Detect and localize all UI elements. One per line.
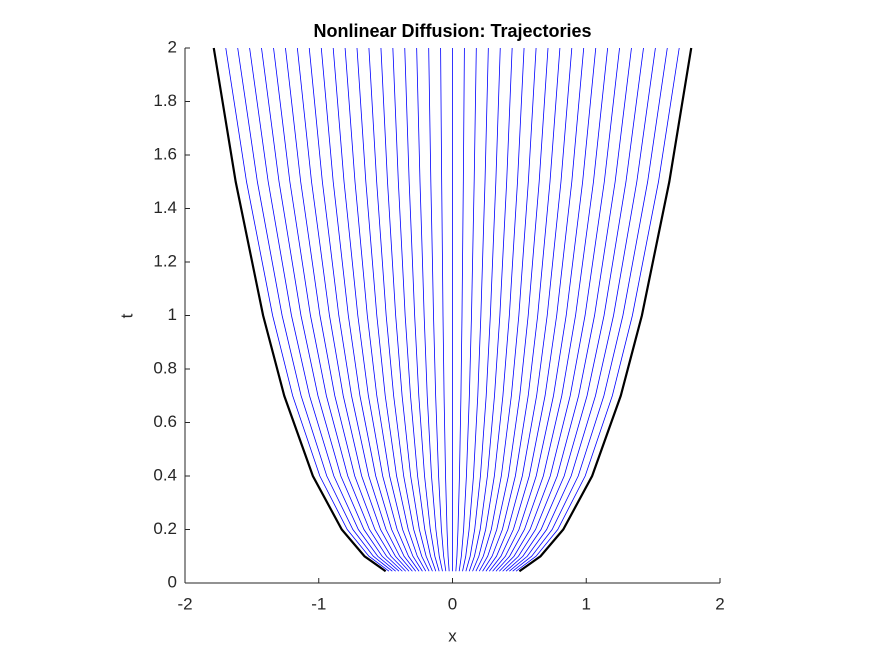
boundary-line — [518, 47, 693, 573]
y-tick-label: 0.8 — [153, 358, 177, 377]
trajectory-line — [509, 47, 656, 572]
x-tick-label: 0 — [448, 594, 457, 613]
trajectory-line — [482, 47, 561, 572]
y-tick-label: 0.6 — [153, 412, 177, 431]
y-tick-label: 1.6 — [153, 144, 177, 163]
trajectory-line — [237, 47, 393, 572]
trajectory-line — [440, 47, 450, 572]
x-tick-label: 1 — [582, 594, 591, 613]
trajectory-line — [492, 47, 597, 572]
y-tick-label: 0.2 — [153, 519, 177, 538]
trajectory-line — [505, 47, 644, 572]
trajectory-line — [380, 47, 433, 572]
trajectory-line — [512, 47, 668, 572]
trajectory-line — [404, 47, 440, 572]
trajectory-line — [455, 47, 465, 572]
trajectory-line — [296, 47, 410, 572]
trajectory-line — [428, 47, 447, 572]
trajectory-line — [468, 47, 513, 572]
trajectory-line — [225, 47, 390, 572]
y-tick-label: 2 — [168, 37, 177, 56]
y-axis-label: t — [117, 313, 136, 318]
y-tick-label: 0.4 — [153, 465, 177, 484]
trajectory-line — [485, 47, 573, 572]
trajectory-line — [356, 47, 427, 572]
trajectory-line — [515, 47, 680, 572]
plot-area — [212, 47, 693, 573]
trajectory-line — [320, 47, 417, 572]
x-tick-label: -1 — [311, 594, 326, 613]
trajectory-line — [502, 47, 632, 572]
y-tick-label: 1.4 — [153, 198, 177, 217]
boundary-line — [212, 47, 387, 573]
x-tick-label: -2 — [177, 594, 192, 613]
trajectory-line — [495, 47, 609, 572]
x-axis-label: x — [448, 626, 457, 645]
trajectory-line — [499, 47, 620, 572]
trajectory-line — [416, 47, 443, 572]
trajectory-line — [273, 47, 403, 572]
trajectory-line — [285, 47, 406, 572]
trajectory-line — [261, 47, 400, 572]
y-tick-label: 1 — [168, 305, 177, 324]
trajectory-line — [465, 47, 501, 572]
chart-title: Nonlinear Diffusion: Trajectories — [313, 21, 591, 41]
trajectory-line — [368, 47, 430, 572]
trajectory-line — [475, 47, 537, 572]
trajectory-line — [392, 47, 437, 572]
trajectory-line — [332, 47, 420, 572]
trajectory-line — [308, 47, 413, 572]
y-tick-label: 1.2 — [153, 251, 177, 270]
y-tick-label: 0 — [168, 572, 177, 591]
trajectory-line — [478, 47, 549, 572]
y-tick-label: 1.8 — [153, 91, 177, 110]
trajectory-line — [458, 47, 477, 572]
trajectory-line — [488, 47, 585, 572]
trajectory-line — [249, 47, 396, 572]
trajectory-line — [462, 47, 489, 572]
trajectory-line — [472, 47, 525, 572]
x-tick-label: 2 — [715, 594, 724, 613]
trajectory-line — [344, 47, 423, 572]
